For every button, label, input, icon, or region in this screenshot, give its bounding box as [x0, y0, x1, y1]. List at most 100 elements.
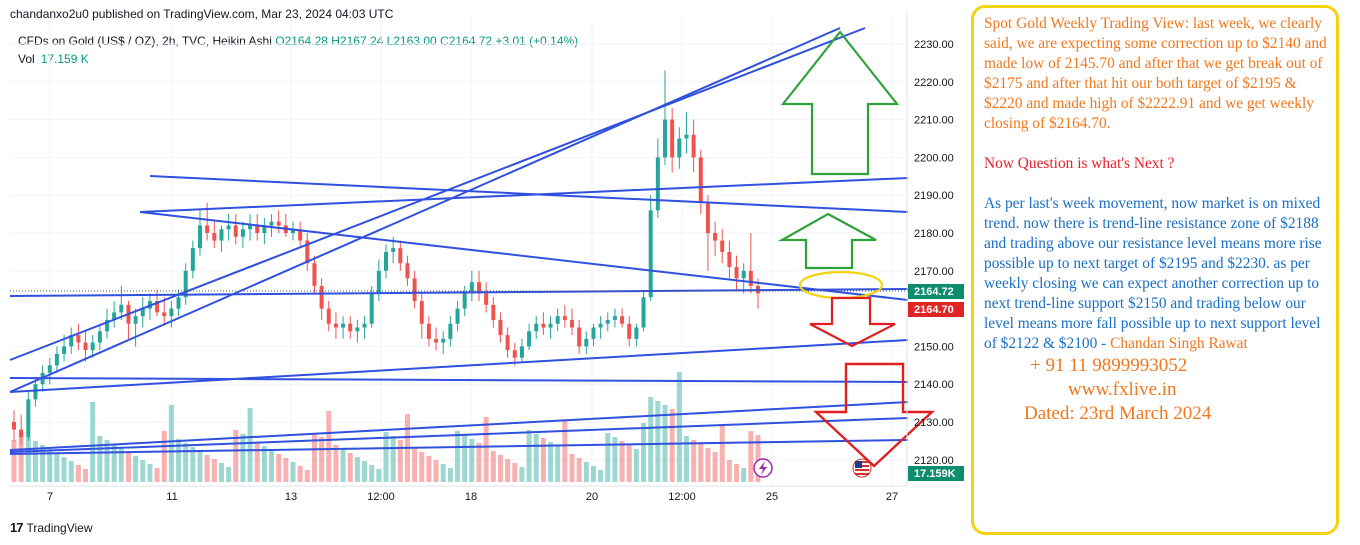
candle	[670, 119, 675, 158]
volume-bar	[540, 438, 546, 482]
candle	[76, 335, 81, 343]
volume-bar	[254, 442, 260, 482]
candle	[455, 308, 460, 324]
volume-bar	[526, 430, 532, 482]
volume-bar	[655, 401, 661, 482]
candle	[212, 233, 217, 241]
candle	[255, 225, 260, 233]
price-chart[interactable]: 2230.00 2220.00 2210.00 2200.00 2190.00 2180.…	[0, 0, 968, 510]
volume-bar	[226, 467, 232, 482]
volume-bar	[90, 402, 96, 482]
current-price-tag	[908, 284, 964, 299]
volume-bar	[183, 443, 189, 482]
volume-bars	[11, 372, 761, 482]
candle	[291, 229, 295, 233]
candle	[54, 353, 59, 366]
candle	[198, 225, 202, 249]
trendline	[9, 27, 841, 393]
volume-bar	[269, 450, 275, 482]
candle	[319, 285, 324, 309]
candle	[426, 323, 431, 339]
analysis-question: Now Question is what's Next ?	[984, 155, 1175, 172]
volume-bar	[304, 470, 310, 482]
candle	[598, 323, 603, 328]
volume-bar	[176, 439, 182, 482]
volume-bar	[11, 440, 17, 482]
candle	[748, 270, 753, 286]
trendline	[9, 417, 909, 453]
candle	[240, 229, 245, 237]
trendlines	[9, 27, 909, 455]
tradingview-footer: 17 TradingView	[10, 520, 93, 535]
analysis-detail: As per last's week movement, now market …	[984, 195, 1322, 352]
candle	[262, 225, 267, 233]
volume-bar	[283, 458, 289, 482]
volume-bar	[447, 468, 453, 482]
volume-bar	[433, 460, 439, 482]
volume-bar	[18, 433, 24, 482]
candle	[491, 304, 496, 320]
x-tick-label: 12:00	[367, 491, 395, 503]
y-tick-label: 2190.00	[914, 190, 954, 202]
candle	[90, 342, 95, 351]
arrows	[777, 30, 936, 468]
candle	[477, 282, 481, 294]
volume-bar	[533, 434, 539, 482]
candle	[519, 346, 524, 358]
volume-bar	[569, 454, 575, 482]
volume-bar	[326, 411, 332, 482]
resistance-zone-ellipse	[798, 270, 884, 300]
volume-bar	[40, 445, 46, 482]
flash-icon	[753, 458, 773, 478]
volume-bar	[362, 461, 368, 482]
volume-bar	[455, 431, 461, 482]
candle	[355, 327, 360, 332]
x-tick-label: 11	[166, 491, 177, 503]
y-tick-label: 2120.00	[914, 455, 954, 467]
us-flag-icon	[852, 458, 872, 478]
volume-bar	[497, 455, 503, 482]
candle	[620, 316, 625, 324]
candle	[534, 323, 539, 332]
x-tick-label: 27	[886, 491, 898, 503]
volume-bar	[247, 408, 253, 482]
volume-bar	[333, 445, 339, 482]
volume-legend: Vol 17.159 K	[18, 52, 89, 66]
y-tick-label: 2230.00	[914, 39, 954, 51]
x-tick-label: 18	[465, 491, 477, 503]
volume-bar	[211, 459, 217, 482]
candle	[512, 350, 517, 358]
candle	[133, 316, 138, 324]
volume-bar	[104, 440, 110, 482]
candle	[362, 323, 367, 328]
volume-bar	[75, 465, 81, 482]
arrow-up-large	[780, 30, 900, 176]
volume-bar	[376, 469, 382, 482]
volume-bar	[734, 464, 740, 482]
y-tick-label: 2170.00	[914, 266, 954, 278]
volume-bar	[118, 448, 124, 482]
trendline	[9, 339, 909, 393]
candle	[369, 293, 374, 324]
volume-bar	[555, 446, 561, 482]
candle	[391, 248, 396, 252]
arrow-down-large	[812, 362, 936, 468]
volume-bar	[97, 436, 103, 482]
volume-bar	[54, 453, 60, 482]
volume-bar	[741, 468, 747, 482]
volume-bar	[154, 468, 160, 482]
volume-label: Vol	[18, 52, 35, 66]
candle	[541, 323, 546, 328]
volume-bar	[311, 433, 317, 482]
volume-bar	[276, 454, 282, 482]
volume-bar	[669, 409, 675, 482]
candle	[627, 323, 632, 339]
volume-bar	[218, 463, 224, 482]
candle	[140, 308, 145, 317]
candle	[398, 248, 403, 264]
tradingview-logo-icon: 17	[10, 520, 24, 535]
arrow-down-small	[809, 296, 896, 348]
candle	[555, 316, 560, 324]
candle	[162, 312, 167, 317]
trendline	[9, 401, 909, 451]
